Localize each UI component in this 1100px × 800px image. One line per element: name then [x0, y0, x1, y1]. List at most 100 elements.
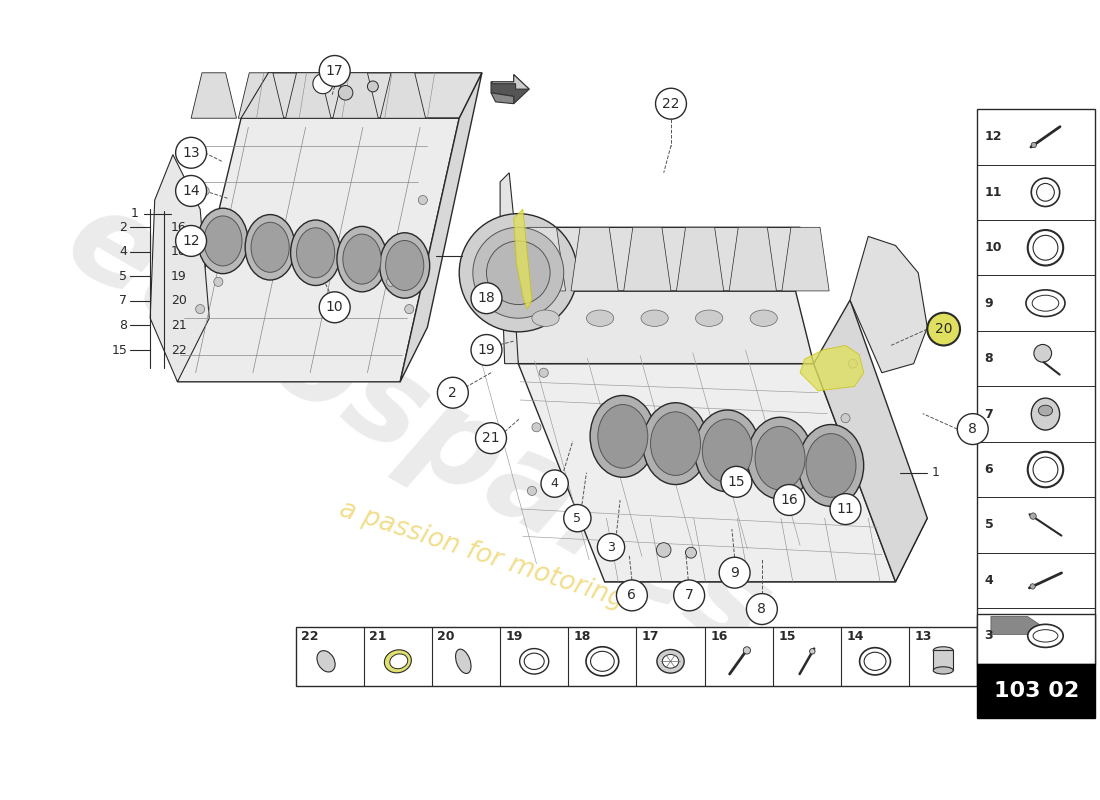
Polygon shape [400, 73, 482, 382]
Text: 12: 12 [183, 234, 200, 248]
Ellipse shape [641, 310, 669, 326]
Circle shape [832, 478, 842, 486]
Ellipse shape [859, 648, 891, 675]
Circle shape [747, 594, 778, 625]
Text: a passion for motoring: a passion for motoring [337, 496, 628, 613]
Circle shape [1032, 178, 1059, 206]
Text: 21: 21 [172, 319, 187, 332]
Circle shape [475, 422, 506, 454]
Text: 20: 20 [172, 294, 187, 307]
Polygon shape [239, 73, 284, 118]
Ellipse shape [799, 425, 864, 506]
Circle shape [957, 414, 988, 445]
Ellipse shape [251, 222, 289, 272]
Text: 8: 8 [968, 422, 977, 436]
Circle shape [527, 486, 537, 495]
Circle shape [367, 81, 378, 92]
Ellipse shape [933, 666, 954, 674]
Polygon shape [605, 518, 927, 582]
Text: 103 02: 103 02 [993, 681, 1079, 701]
Text: 22: 22 [662, 97, 680, 110]
Circle shape [719, 558, 750, 588]
Ellipse shape [662, 654, 679, 668]
Circle shape [927, 313, 960, 346]
Text: 5: 5 [120, 270, 128, 283]
Circle shape [541, 470, 569, 498]
Text: 17: 17 [326, 64, 343, 78]
Polygon shape [491, 93, 514, 104]
Text: 15: 15 [778, 630, 795, 643]
Ellipse shape [694, 410, 760, 492]
Polygon shape [850, 236, 927, 373]
Polygon shape [500, 291, 814, 364]
Text: 1: 1 [465, 250, 473, 263]
Polygon shape [381, 73, 426, 118]
Circle shape [656, 88, 686, 119]
Ellipse shape [750, 310, 778, 326]
Ellipse shape [290, 220, 341, 286]
Circle shape [1027, 452, 1064, 487]
Circle shape [685, 547, 696, 558]
Text: 1: 1 [932, 466, 939, 479]
Polygon shape [814, 300, 927, 582]
Text: 3: 3 [607, 541, 615, 554]
Text: 3: 3 [984, 630, 993, 642]
Ellipse shape [379, 233, 430, 298]
Polygon shape [800, 346, 864, 391]
Ellipse shape [1033, 630, 1058, 642]
Polygon shape [177, 118, 459, 382]
Ellipse shape [297, 228, 334, 278]
Polygon shape [491, 74, 529, 104]
Ellipse shape [198, 208, 248, 274]
Polygon shape [514, 209, 532, 309]
Text: 19: 19 [506, 630, 522, 643]
Text: 7: 7 [685, 589, 693, 602]
Text: 22: 22 [172, 343, 187, 357]
Circle shape [312, 74, 333, 94]
Circle shape [673, 580, 705, 611]
Ellipse shape [384, 650, 411, 673]
Circle shape [319, 292, 350, 322]
Text: 18: 18 [172, 246, 187, 258]
Circle shape [386, 278, 396, 286]
Polygon shape [729, 227, 777, 291]
Text: 13: 13 [183, 146, 200, 160]
Text: 16: 16 [711, 630, 727, 643]
Ellipse shape [806, 434, 856, 498]
Bar [977, 663, 1096, 718]
Circle shape [418, 195, 428, 205]
Circle shape [196, 305, 205, 314]
Text: 4: 4 [120, 246, 128, 258]
Polygon shape [991, 616, 1041, 634]
Text: 7: 7 [120, 294, 128, 307]
Ellipse shape [933, 646, 954, 654]
Bar [933, 650, 954, 670]
Text: 22: 22 [301, 630, 319, 643]
Text: 8: 8 [120, 319, 128, 332]
Circle shape [176, 175, 207, 206]
Text: 19: 19 [172, 270, 187, 283]
Circle shape [1027, 230, 1064, 266]
Ellipse shape [747, 418, 813, 499]
Bar [296, 627, 977, 686]
Polygon shape [191, 73, 236, 118]
Ellipse shape [590, 395, 656, 478]
Text: 20: 20 [935, 322, 953, 336]
Circle shape [200, 186, 209, 195]
Circle shape [459, 214, 578, 332]
Ellipse shape [525, 653, 544, 670]
Polygon shape [500, 173, 518, 364]
Text: 11: 11 [837, 502, 855, 516]
Text: 5: 5 [573, 512, 582, 525]
Polygon shape [518, 364, 895, 582]
Polygon shape [624, 227, 671, 291]
Circle shape [339, 86, 353, 100]
Ellipse shape [597, 405, 648, 468]
Text: 15: 15 [727, 475, 745, 489]
Circle shape [616, 580, 648, 611]
Circle shape [842, 414, 850, 422]
Circle shape [1030, 513, 1036, 519]
Circle shape [213, 278, 223, 286]
Circle shape [176, 226, 207, 256]
Circle shape [657, 542, 671, 558]
